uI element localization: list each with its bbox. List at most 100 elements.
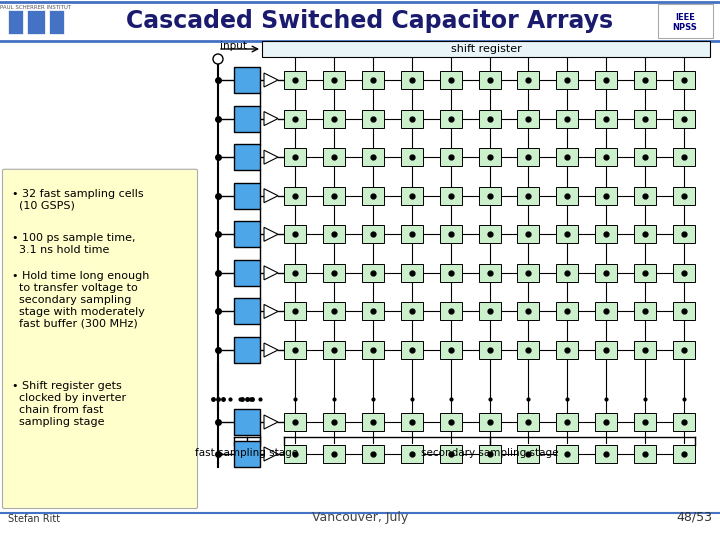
- Bar: [362, 264, 384, 282]
- Text: (10 GSPS): (10 GSPS): [12, 201, 75, 211]
- Bar: [49, 10, 64, 34]
- Bar: [401, 302, 423, 320]
- Bar: [284, 445, 306, 463]
- Bar: [234, 337, 260, 363]
- Bar: [673, 225, 695, 244]
- Bar: [234, 299, 260, 325]
- Bar: [634, 110, 656, 127]
- Bar: [557, 225, 578, 244]
- Bar: [479, 341, 500, 359]
- Bar: [673, 148, 695, 166]
- Bar: [595, 341, 617, 359]
- Bar: [27, 10, 45, 34]
- Text: fast buffer (300 MHz): fast buffer (300 MHz): [12, 319, 138, 329]
- Bar: [479, 71, 500, 89]
- Text: • Shift register gets: • Shift register gets: [12, 381, 122, 391]
- Text: NPSS: NPSS: [672, 23, 698, 31]
- Bar: [284, 187, 306, 205]
- Bar: [362, 413, 384, 431]
- Bar: [401, 187, 423, 205]
- Bar: [479, 445, 500, 463]
- Bar: [323, 225, 345, 244]
- Bar: [557, 341, 578, 359]
- Bar: [518, 71, 539, 89]
- Bar: [673, 110, 695, 127]
- Bar: [658, 4, 713, 38]
- Bar: [234, 221, 260, 247]
- Polygon shape: [264, 343, 278, 357]
- Bar: [673, 302, 695, 320]
- Bar: [401, 264, 423, 282]
- Bar: [673, 71, 695, 89]
- Bar: [557, 413, 578, 431]
- Bar: [479, 413, 500, 431]
- Bar: [284, 413, 306, 431]
- Polygon shape: [264, 150, 278, 164]
- Text: Vancouver, July: Vancouver, July: [312, 511, 408, 524]
- Circle shape: [213, 54, 223, 64]
- Bar: [8, 10, 23, 34]
- Bar: [518, 445, 539, 463]
- Polygon shape: [264, 188, 278, 202]
- Bar: [557, 71, 578, 89]
- Bar: [362, 302, 384, 320]
- FancyBboxPatch shape: [2, 169, 197, 509]
- Bar: [362, 445, 384, 463]
- Bar: [634, 413, 656, 431]
- Bar: [362, 341, 384, 359]
- Bar: [401, 225, 423, 244]
- Bar: [284, 302, 306, 320]
- Bar: [595, 445, 617, 463]
- Text: clocked by inverter: clocked by inverter: [12, 393, 126, 403]
- Bar: [440, 110, 462, 127]
- Polygon shape: [264, 447, 278, 461]
- Bar: [518, 341, 539, 359]
- Bar: [401, 71, 423, 89]
- Text: chain from fast: chain from fast: [12, 405, 104, 415]
- Bar: [284, 264, 306, 282]
- Bar: [673, 445, 695, 463]
- Bar: [234, 441, 260, 467]
- Bar: [262, 41, 710, 57]
- Bar: [634, 341, 656, 359]
- Bar: [634, 445, 656, 463]
- Polygon shape: [264, 266, 278, 280]
- Bar: [634, 148, 656, 166]
- Text: PAUL SCHERRER INSTITUT: PAUL SCHERRER INSTITUT: [1, 5, 71, 10]
- Bar: [234, 144, 260, 170]
- Bar: [479, 110, 500, 127]
- Bar: [284, 341, 306, 359]
- Text: secondary sampling stage: secondary sampling stage: [420, 448, 558, 458]
- Bar: [557, 187, 578, 205]
- Text: shift register: shift register: [451, 44, 521, 54]
- Bar: [362, 225, 384, 244]
- Bar: [518, 187, 539, 205]
- Text: • 100 ps sample time,: • 100 ps sample time,: [12, 233, 135, 243]
- Text: fast sampling stage: fast sampling stage: [195, 448, 299, 458]
- Polygon shape: [264, 305, 278, 319]
- Bar: [479, 225, 500, 244]
- Bar: [323, 445, 345, 463]
- Bar: [323, 187, 345, 205]
- Bar: [440, 148, 462, 166]
- Bar: [595, 187, 617, 205]
- Bar: [595, 225, 617, 244]
- Bar: [234, 183, 260, 209]
- Bar: [323, 148, 345, 166]
- Bar: [440, 302, 462, 320]
- Bar: [234, 67, 260, 93]
- Bar: [362, 187, 384, 205]
- Bar: [557, 302, 578, 320]
- Bar: [595, 264, 617, 282]
- Text: • Hold time long enough: • Hold time long enough: [12, 271, 149, 281]
- Bar: [595, 110, 617, 127]
- Text: input: input: [220, 41, 247, 51]
- Bar: [518, 413, 539, 431]
- Bar: [518, 110, 539, 127]
- Bar: [518, 148, 539, 166]
- Bar: [557, 445, 578, 463]
- Bar: [440, 341, 462, 359]
- Text: sampling stage: sampling stage: [12, 417, 104, 427]
- Bar: [557, 148, 578, 166]
- Bar: [362, 71, 384, 89]
